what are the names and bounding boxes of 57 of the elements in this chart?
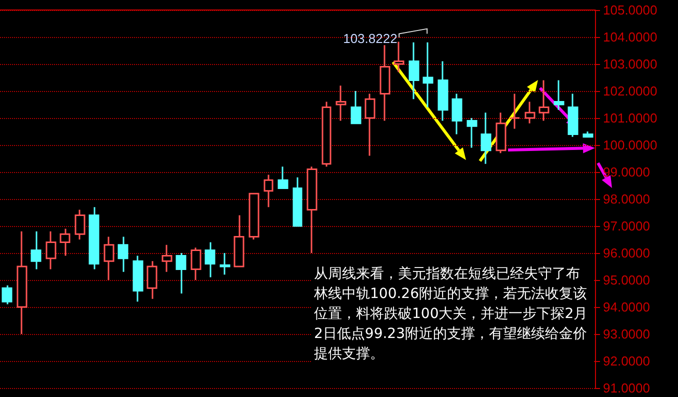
candlestick (350, 90, 362, 124)
candlestick (452, 92, 462, 135)
candlestick (118, 236, 128, 273)
y-tick-label: 101.0000 (603, 110, 658, 126)
candlestick (16, 230, 28, 335)
y-tick-label: 98.0000 (603, 192, 650, 206)
candlestick (190, 246, 202, 281)
y-tick-label: 99.0000 (603, 164, 650, 180)
candlestick (2, 284, 12, 306)
candlestick (74, 209, 86, 240)
y-tick-label: 100.0000 (603, 138, 658, 152)
candlestick (306, 166, 318, 254)
candlestick (204, 241, 216, 278)
candlestick (162, 244, 172, 273)
candlestick (554, 79, 564, 111)
candlestick (104, 236, 114, 281)
y-tick-label: 97.0000 (603, 218, 650, 234)
candlestick (438, 60, 448, 122)
candlestick (132, 254, 144, 302)
y-tick-label: 96.0000 (603, 246, 650, 260)
candlestick (510, 92, 520, 130)
candlestick (380, 44, 390, 122)
y-tick-label: 105.0000 (603, 2, 658, 18)
y-tick-label: 103.0000 (603, 56, 658, 72)
candlestick (496, 112, 506, 154)
candlestick (220, 252, 230, 276)
candlestick (292, 176, 302, 227)
candlestick (480, 112, 492, 165)
candlestick (248, 192, 260, 240)
candlestick (364, 92, 376, 157)
candlestick (176, 252, 186, 294)
candlestick (538, 79, 550, 122)
candlestick (408, 42, 420, 100)
y-tick-label: 104.0000 (603, 30, 658, 44)
candlestick (278, 166, 288, 189)
candlestick (234, 214, 244, 268)
candlestick (568, 92, 578, 138)
candlestick (322, 101, 332, 168)
y-tick-label: 92.0000 (603, 354, 650, 368)
candlestick (422, 42, 434, 108)
candlestick (336, 84, 346, 122)
y-tick-label: 102.0000 (603, 84, 658, 98)
candlestick (30, 230, 42, 270)
y-tick-label: 93.0000 (603, 326, 650, 342)
y-tick-label: 91.0000 (603, 380, 650, 396)
candlestick (466, 117, 478, 148)
y-tick-label: 94.0000 (603, 300, 650, 314)
candlestick (60, 228, 70, 256)
candlestick (582, 130, 594, 138)
candlestick (46, 230, 56, 270)
annotation: 从周线来看，美元指数在短线已经失守了布林线中轨100.26附近的支撑，若无法收复该位置，料将跌破100大关，并进一步下探2月2日低点99.23附近的支撑，有望继续给金价提供支撑。 (313, 266, 588, 362)
candlestick (88, 206, 100, 270)
candlestick (524, 101, 536, 124)
candlestick (146, 260, 158, 300)
annotation: 103.8222 (343, 30, 398, 46)
y-tick-label: 95.0000 (603, 272, 650, 288)
candlestick (264, 174, 274, 208)
